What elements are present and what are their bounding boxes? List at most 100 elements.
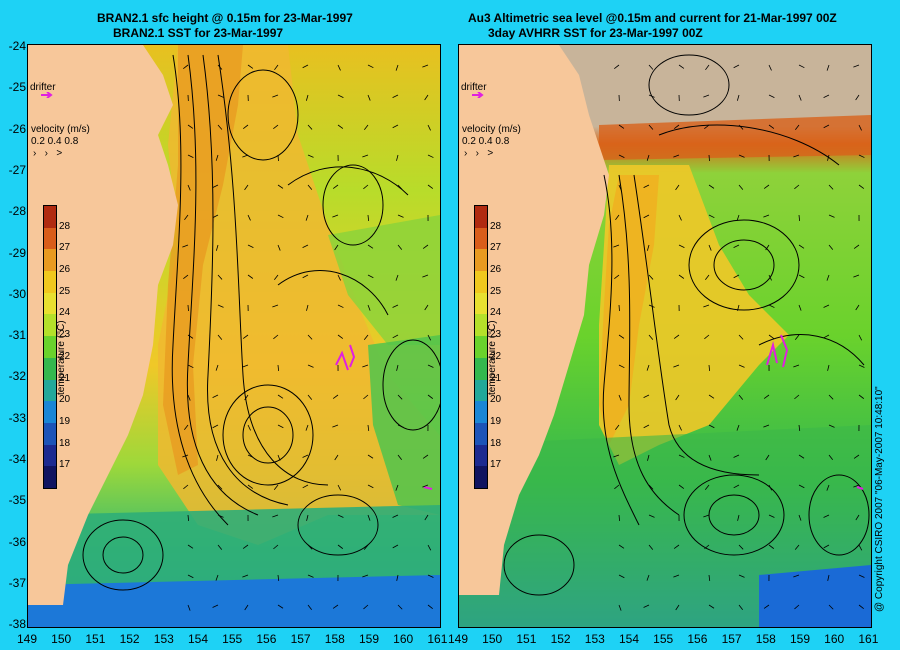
y-tick-label: -29: [8, 245, 26, 260]
colorbar-swatch: [475, 466, 487, 488]
y-tick-label: -24: [8, 39, 26, 53]
x-tick-label: 157: [290, 632, 311, 646]
colorbar-swatch: [475, 336, 487, 358]
velocity-vector-field: [613, 64, 865, 611]
x-tick-label: 161: [427, 632, 448, 646]
colorbar-tick-label: 27: [59, 242, 71, 254]
colorbar-swatch: [44, 249, 56, 272]
colorbar-swatch: [44, 227, 56, 250]
y-tick-label: -25: [8, 80, 26, 95]
colorbar-swatch: [44, 314, 56, 337]
colorbar-swatch: [44, 271, 56, 293]
x-tick-label: 149: [16, 632, 38, 646]
x-tick-label: 150: [482, 632, 503, 646]
drifter-label: drifter: [461, 82, 487, 93]
colorbar-tick-label: 26: [59, 264, 71, 276]
x-tick-label: 150: [51, 632, 72, 646]
colorbar-tick-label: 28: [59, 220, 71, 232]
y-tick-label: -38: [8, 617, 26, 632]
colorbar-swatch: [475, 227, 487, 250]
colorbar-swatch: [475, 357, 487, 380]
x-tick-label: 151: [516, 632, 537, 646]
colorbar-swatch: [44, 357, 56, 380]
velocity-label: velocity (m/s): [31, 124, 90, 135]
x-tick-label: 159: [789, 632, 811, 646]
temperature-colorbar: [474, 205, 488, 489]
cool-region-east: [368, 335, 440, 515]
colorbar-swatch: [44, 466, 56, 488]
colorbar-tick-label: 27: [490, 242, 502, 254]
drifter-label: drifter: [30, 82, 56, 93]
y-tick-label: -36: [8, 534, 26, 549]
x-tick-label: 159: [358, 632, 380, 646]
x-tick-label: 152: [550, 632, 571, 646]
right-title-line1: Au3 Altimetric sea level @0.15m and curr…: [468, 11, 837, 25]
drifter-tracks: [335, 344, 433, 490]
right-title-line2: 3day AVHRR SST for 23-Mar-1997 00Z: [488, 26, 703, 40]
colorbar-tick-label: 23: [59, 329, 71, 341]
colorbar-swatch: [475, 422, 487, 445]
x-tick-label: 153: [153, 632, 174, 646]
x-tick-label: 155: [653, 632, 674, 646]
colorbar-swatch: [475, 401, 487, 423]
colorbar-tick-label: 18: [490, 437, 502, 449]
cold-band-south: [28, 575, 440, 627]
colorbar-tick-label: 25: [59, 285, 71, 297]
x-tick-label: 157: [721, 632, 742, 646]
temperature-colorbar: [43, 205, 57, 489]
drifter-tracks: [766, 334, 864, 490]
colorbar-tick-label: 17: [59, 459, 71, 471]
y-tick-label: -35: [8, 493, 26, 508]
colorbar-swatch: [475, 206, 487, 228]
colorbar-tick-label: 22: [59, 350, 71, 362]
x-tick-label: 151: [85, 632, 106, 646]
colorbar-tick-label: 28: [490, 220, 502, 232]
colorbar-swatch: [44, 444, 56, 467]
colorbar-title: temperature (°C): [487, 320, 498, 395]
left-map-svg: [28, 45, 440, 627]
current-core: [163, 45, 243, 475]
colorbar-title: temperature (°C): [56, 320, 67, 395]
colorbar-swatch: [44, 292, 56, 315]
colorbar-swatch: [475, 444, 487, 467]
x-tick-label: 154: [618, 632, 640, 646]
y-tick-label: -33: [8, 410, 26, 425]
y-tick-label: -26: [8, 121, 26, 136]
colorbar-tick-label: 24: [59, 307, 71, 319]
colorbar-tick-label: 18: [59, 437, 71, 449]
colorbar-swatch: [44, 336, 56, 358]
colorbar-swatch: [475, 271, 487, 293]
drifter-legend-arrow: [41, 92, 53, 98]
right-map-panel: drifter velocity (m/s) 0.2 0.4 0.8 › › >…: [458, 44, 872, 628]
colorbar-swatch: [44, 422, 56, 445]
colorbar-tick-label: 17: [490, 459, 502, 471]
australia-coastline: [28, 45, 178, 605]
copyright-text: @ Copyright CSIRO 2007 "06-May-2007 10:4…: [874, 386, 885, 612]
colorbar-tick-label: 20: [490, 394, 502, 406]
x-tick-label: 158: [324, 632, 345, 646]
x-tick-label: 155: [222, 632, 243, 646]
warm-current-region: [158, 45, 440, 545]
colorbar-tick-label: 26: [490, 264, 502, 276]
colorbar-swatch: [475, 314, 487, 337]
velocity-scale: 0.2 0.4 0.8: [31, 136, 79, 147]
colorbar-swatch: [44, 379, 56, 402]
colorbar-tick-label: 21: [59, 372, 71, 384]
x-tick-label: 153: [584, 632, 605, 646]
x-tick-label: 160: [393, 632, 414, 646]
colorbar-tick-label: 20: [59, 394, 71, 406]
left-map-panel: drifter velocity (m/s) 0.2 0.4 0.8 › › >…: [27, 44, 441, 628]
velocity-arrows: › › >: [464, 148, 494, 159]
colorbar-tick-label: 21: [490, 372, 502, 384]
cool-band-south: [28, 505, 440, 590]
drifter-legend-arrow: [472, 92, 484, 98]
velocity-vector-field: [182, 64, 434, 611]
x-tick-label: 156: [256, 632, 277, 646]
colorbar-tick-label: 19: [59, 415, 71, 427]
colorbar-tick-label: 25: [490, 285, 502, 297]
left-title-line1: BRAN2.1 sfc height @ 0.15m for 23-Mar-19…: [97, 11, 353, 25]
y-tick-label: -30: [8, 286, 26, 301]
australia-coastline: [459, 45, 609, 595]
colorbar-swatch: [44, 401, 56, 423]
colorbar-swatch: [475, 292, 487, 315]
